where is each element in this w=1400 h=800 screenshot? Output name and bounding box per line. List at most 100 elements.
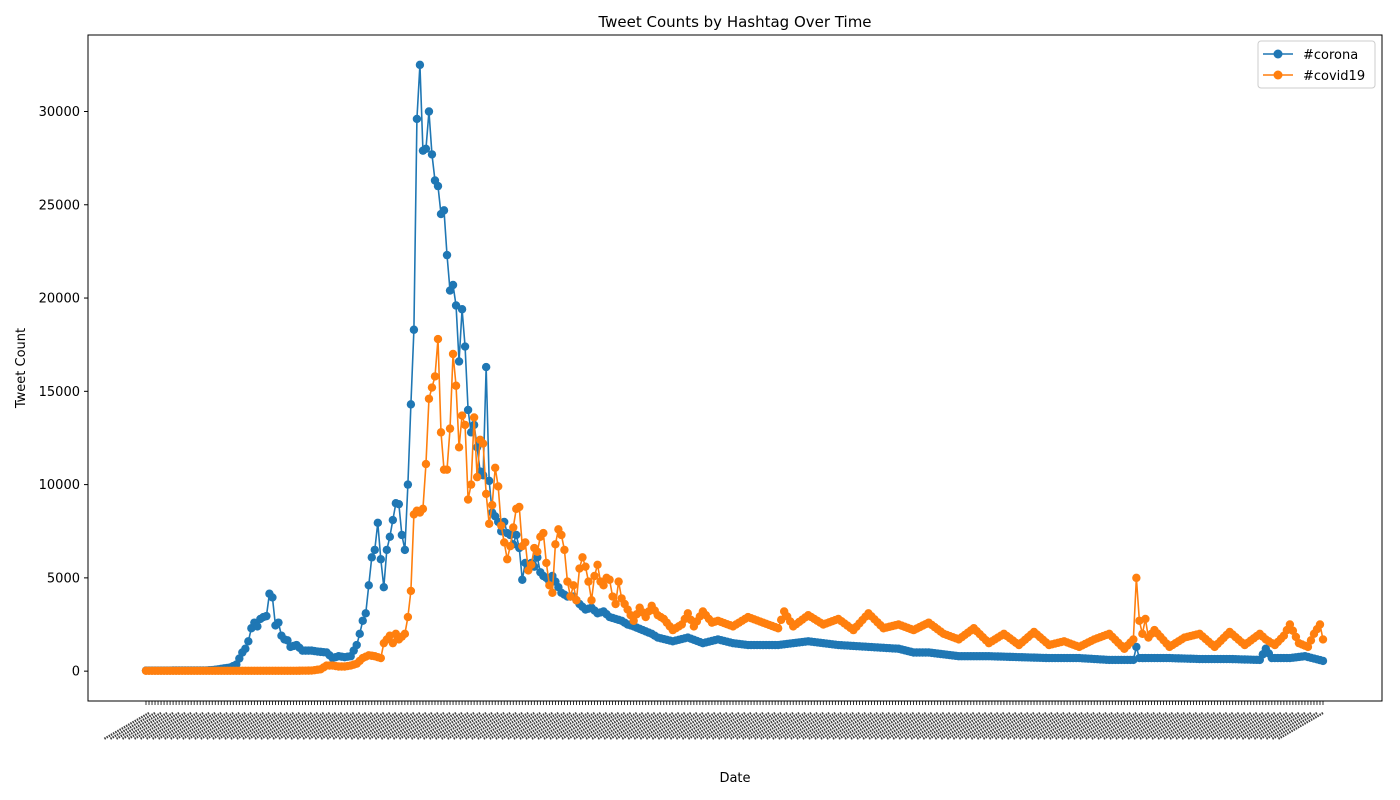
x-tick-label [518, 712, 565, 740]
x-tick-label [181, 712, 228, 740]
y-tick-label: 0 [72, 665, 80, 680]
data-point [683, 609, 693, 618]
x-tick-label [771, 712, 818, 740]
x-tick-label [928, 712, 975, 740]
x-tick-label [651, 712, 698, 740]
x-tick-label [476, 712, 523, 740]
data-point [527, 560, 536, 570]
x-tick-label [994, 712, 1041, 740]
x-tick-label [133, 712, 180, 740]
data-point [448, 349, 458, 359]
x-tick-label [103, 712, 150, 740]
x-tick-label [940, 712, 987, 740]
data-point [551, 540, 560, 549]
data-point [361, 609, 370, 618]
x-tick-label [1084, 712, 1131, 740]
x-tick-label [109, 712, 156, 740]
data-point [608, 592, 617, 601]
data-point [487, 500, 497, 510]
x-tick-label [753, 712, 800, 740]
x-tick-label [958, 712, 1005, 740]
x-tick-label [1096, 712, 1143, 740]
x-tick-label [609, 712, 656, 740]
data-point [397, 530, 407, 540]
x-tick-label [1187, 712, 1234, 740]
data-point [1318, 635, 1328, 644]
x-tick-label [1012, 712, 1059, 740]
data-point [421, 144, 431, 153]
x-tick-label [952, 712, 999, 740]
x-tick-label [259, 712, 307, 740]
data-point [364, 581, 373, 590]
x-tick-label [1114, 712, 1161, 740]
data-point [400, 629, 410, 639]
axes-frame [87, 34, 1383, 702]
x-tick-label [422, 712, 469, 740]
data-point [406, 400, 416, 409]
x-tick-label [663, 712, 710, 740]
y-tick-label: 20000 [39, 292, 80, 307]
y-tick-label: 25000 [39, 198, 80, 213]
x-tick-label [675, 712, 722, 740]
data-point [1138, 629, 1147, 639]
data-point [490, 463, 500, 473]
x-tick-label [669, 712, 716, 740]
x-tick-label [831, 712, 879, 740]
data-point [1318, 656, 1328, 666]
x-tick-label [1235, 712, 1282, 740]
data-point [388, 515, 398, 525]
x-tick-label [982, 712, 1029, 740]
data-point [424, 107, 434, 116]
data-point [472, 472, 482, 482]
data-point [478, 439, 488, 448]
x-tick-label [410, 712, 457, 740]
data-point [427, 150, 437, 159]
x-tick-label [265, 712, 313, 740]
x-tick-label [434, 712, 481, 740]
data-point [376, 653, 385, 663]
x-tick-label [1229, 712, 1276, 740]
x-tick-label [362, 712, 409, 740]
x-tick-label [976, 712, 1023, 740]
x-tick-label [964, 712, 1011, 740]
x-tick-label [488, 712, 535, 740]
legend-entry-corona: #corona [1263, 48, 1358, 63]
data-point [539, 528, 548, 538]
x-tick-label [1078, 712, 1125, 740]
x-tick-label [1024, 712, 1071, 740]
x-tick-label [392, 712, 439, 740]
x-tick-label [524, 712, 571, 740]
x-tick-label [482, 712, 529, 740]
x-tick-label [1126, 712, 1174, 740]
data-point [548, 588, 557, 597]
y-tick-label: 5000 [47, 571, 80, 586]
x-tick-label [1138, 712, 1186, 740]
data-point [512, 530, 521, 540]
data-point [581, 562, 590, 571]
data-point [454, 357, 464, 366]
x-tick-label [639, 712, 686, 740]
x-tick-label [284, 712, 331, 740]
data-point [241, 644, 250, 653]
y-axis-label: Tweet Count [14, 328, 29, 409]
x-tick-label [855, 712, 903, 740]
data-point [352, 640, 361, 650]
x-tick-label [892, 712, 939, 740]
x-tick-label [837, 712, 885, 740]
x-tick-label [1102, 712, 1149, 740]
data-point [614, 577, 623, 586]
x-tick-label [916, 712, 963, 740]
x-tick-label [621, 712, 668, 740]
data-point [1291, 632, 1301, 642]
data-point [403, 612, 413, 622]
data-point [515, 502, 524, 512]
x-tick-label [560, 712, 608, 740]
x-tick-label [428, 712, 475, 740]
x-tick-label [374, 712, 421, 740]
x-tick-label [874, 712, 921, 740]
data-point [367, 553, 376, 562]
y-tick-label: 30000 [39, 105, 80, 120]
data-point [400, 545, 410, 555]
